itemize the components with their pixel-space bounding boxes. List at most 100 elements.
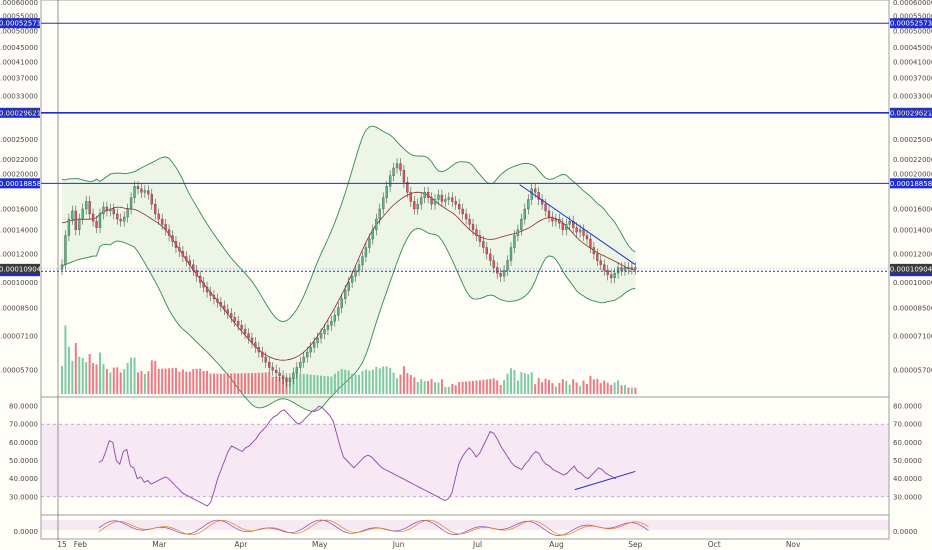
candle-body-5 [78,218,81,230]
price-tick-left-1: 0.00055000 [0,13,38,21]
volume-bar-55 [250,373,253,394]
price-tick-left-17: 0.00005700 [0,367,38,375]
volume-bar-57 [257,372,260,394]
candle-body-97 [395,163,399,169]
price-tick-left-8: 0.00025000 [0,136,38,144]
volume-bar-132 [516,380,519,394]
price-tick-left-5: 0.00037000 [0,75,38,83]
candle-body-103 [416,204,419,210]
candle-body-33 [174,241,178,248]
volume-bar-163 [623,385,626,394]
candle-body-92 [378,208,381,220]
candle-body-16 [116,213,119,220]
candle-body-112 [447,197,450,200]
volume-bar-12 [102,363,105,394]
x-tick-10: Nov [786,540,801,549]
x-tick-4: May [312,540,328,549]
volume-bar-143 [554,386,557,394]
candle-body-60 [268,362,271,368]
volume-bar-79 [333,373,336,394]
candle-body-32 [171,235,174,242]
volume-bar-144 [558,382,561,394]
candle-body-30 [164,224,167,230]
price-tick-right-14: 0.00010000 [893,279,932,287]
volume-bar-128 [503,380,506,394]
volume-bar-92 [378,368,381,394]
candle-body-1 [64,235,67,265]
price-tick-left-7: 0.00030000 [0,107,38,115]
volume-bar-111 [444,386,447,394]
price-tick-left-13: 0.00012000 [0,250,38,258]
volume-bar-112 [447,386,450,394]
candle-body-56 [254,342,257,348]
candle-body-125 [492,260,495,268]
candle-body-118 [468,218,471,225]
volume-bar-134 [523,373,526,394]
volume-bar-59 [264,372,267,394]
volume-bar-40 [199,368,202,394]
volume-bar-28 [157,368,160,394]
candle-body-76 [323,329,326,334]
volume-bar-34 [178,371,181,394]
candle-body-137 [534,188,537,193]
candle-body-143 [554,218,558,222]
candle-body-145 [561,223,564,230]
candle-body-95 [388,175,392,187]
price-tick-right-13: 0.00012000 [893,250,932,258]
candle-body-19 [126,208,129,218]
x-tick-8: Sep [628,540,642,549]
candle-body-87 [361,256,364,265]
candle-body-59 [264,356,267,363]
candle-body-114 [454,201,457,205]
level-tag-right-2 [890,178,932,189]
volume-bar-96 [392,372,395,394]
volume-bar-114 [454,385,457,394]
price-tick-right-16: 0.00007100 [893,332,932,340]
volume-bar-60 [268,372,271,394]
candle-body-11 [98,213,102,228]
volume-bar-165 [630,387,633,394]
candle-body-80 [337,307,340,316]
candle-body-141 [547,210,551,218]
candle-body-147 [568,221,571,225]
volume-bar-159 [610,384,613,394]
bollinger-fill [62,126,636,412]
volume-bar-88 [364,369,367,394]
volume-bar-3 [71,360,74,394]
candle-body-49 [230,313,233,318]
volume-bar-119 [472,380,475,394]
volume-bar-94 [385,366,388,394]
candle-body-93 [382,197,385,210]
volume-bar-18 [123,369,126,394]
volume-bar-90 [371,369,374,394]
candle-body-109 [437,194,440,200]
candle-body-41 [202,282,205,288]
volume-bar-37 [188,371,191,394]
candle-body-78 [330,321,333,326]
price-tick-right-9: 0.00022000 [893,156,932,164]
x-tick-6: Jul [472,540,482,549]
candle-body-140 [544,204,547,212]
volume-bar-1 [64,325,67,394]
volume-bar-82 [344,369,347,394]
last-price-tag-left [0,263,40,274]
volume-bar-21 [133,357,136,394]
volume-bar-120 [475,380,478,394]
candle-body-71 [306,351,309,358]
volume-bar-115 [458,381,461,394]
candle-body-154 [592,247,596,255]
volume-bar-136 [530,372,533,394]
volume-bar-97 [396,378,399,394]
candle-body-48 [226,309,229,314]
volume-bar-154 [592,379,595,394]
volume-bar-147 [568,384,571,394]
candle-body-144 [558,218,561,224]
candle-body-36 [185,256,188,261]
volume-bar-6 [81,357,84,394]
volume-bar-62 [275,376,278,394]
rsi-tick-right-0: 80.0000 [893,403,922,411]
price-tick-left-4: 0.00041000 [0,59,38,67]
volume-bar-13 [105,369,108,394]
volume-bar-101 [409,374,412,394]
volume-bar-142 [551,383,554,394]
